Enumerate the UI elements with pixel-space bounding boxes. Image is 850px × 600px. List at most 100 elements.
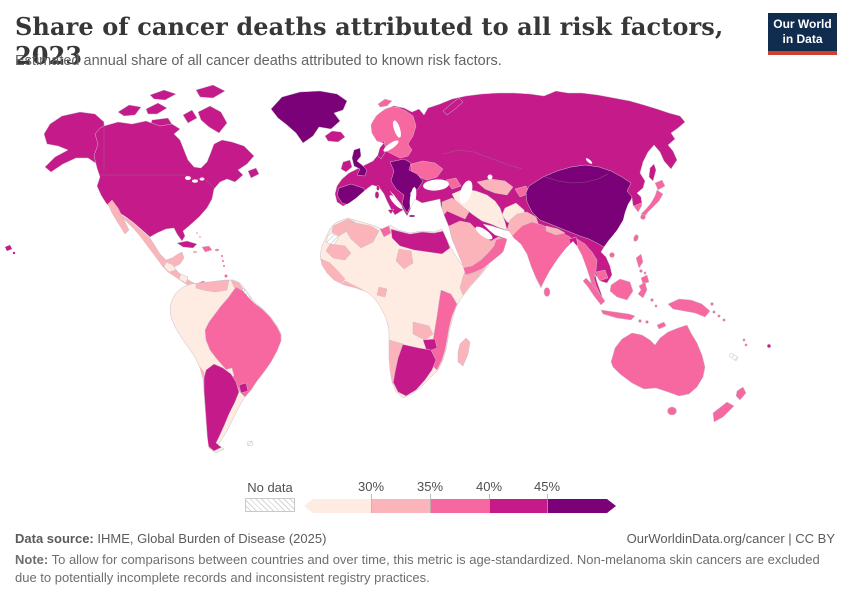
sea-caspian bbox=[459, 180, 473, 204]
sea-gulf-of-bothnia bbox=[393, 120, 401, 138]
region-zimbabwe[interactable] bbox=[422, 338, 438, 353]
lake-michigan-huron bbox=[192, 179, 198, 183]
sea-black-sea bbox=[423, 179, 449, 191]
region-guatemala[interactable] bbox=[163, 261, 177, 273]
region-algeria[interactable] bbox=[344, 221, 380, 249]
region-western-sahara-no-data[interactable] bbox=[325, 232, 340, 247]
region-kenya-tanzania-mozambique[interactable] bbox=[429, 289, 458, 371]
region-united-kingdom[interactable] bbox=[351, 147, 368, 177]
region-new-caledonia-no-data bbox=[728, 352, 739, 362]
region-japan[interactable] bbox=[640, 179, 666, 220]
lake-superior bbox=[185, 176, 191, 180]
legend-tick-35 bbox=[430, 494, 431, 513]
footer-note: Note: To allow for comparisons between c… bbox=[15, 552, 820, 585]
region-indonesia[interactable] bbox=[582, 277, 667, 330]
region-hispaniola[interactable] bbox=[201, 245, 213, 253]
legend-bin-under-30[interactable] bbox=[313, 499, 372, 513]
region-ireland[interactable] bbox=[340, 159, 353, 173]
region-baja-california[interactable] bbox=[107, 199, 130, 235]
region-jamaica[interactable] bbox=[192, 250, 198, 254]
legend-tick-label-30: 30% bbox=[357, 479, 385, 494]
region-new-zealand[interactable] bbox=[712, 386, 747, 423]
region-scandinavia-baltics[interactable] bbox=[367, 106, 417, 159]
legend-tick-label-35: 35% bbox=[416, 479, 444, 494]
lake-baikal bbox=[585, 158, 593, 164]
world-choropleth-map[interactable] bbox=[0, 82, 850, 478]
legend-bin-35-40[interactable] bbox=[430, 499, 490, 513]
owid-logo-box: Our World in Data bbox=[768, 13, 837, 51]
region-corsica[interactable] bbox=[376, 185, 380, 191]
region-argentina[interactable] bbox=[203, 363, 240, 452]
owid-logo-line2: in Data bbox=[782, 32, 823, 46]
region-cambodia[interactable] bbox=[595, 269, 609, 282]
region-philippines[interactable] bbox=[635, 253, 650, 285]
legend-no-data-label: No data bbox=[247, 480, 293, 495]
legend-bin-over-45[interactable] bbox=[548, 499, 607, 513]
region-crete[interactable] bbox=[408, 214, 416, 218]
region-nepal[interactable] bbox=[545, 225, 566, 236]
sea-persian-gulf bbox=[475, 226, 493, 240]
region-taiwan[interactable] bbox=[633, 234, 640, 242]
region-iceland[interactable] bbox=[324, 130, 346, 143]
region-caucasus[interactable] bbox=[445, 177, 462, 190]
legend-tick-45 bbox=[547, 494, 548, 513]
sea-baltic bbox=[383, 140, 399, 152]
region-lesser-antilles[interactable] bbox=[196, 232, 228, 278]
region-puerto-rico[interactable] bbox=[214, 248, 220, 252]
region-zambia[interactable] bbox=[412, 321, 434, 341]
data-source-text: Data source: IHME, Global Burden of Dise… bbox=[15, 531, 327, 546]
region-tunisia[interactable] bbox=[379, 225, 392, 238]
region-libya-egypt[interactable] bbox=[390, 228, 451, 255]
region-tasmania[interactable] bbox=[667, 406, 677, 416]
region-hawaii[interactable] bbox=[5, 245, 16, 255]
region-turkmenistan-uzbekistan[interactable] bbox=[476, 178, 514, 196]
region-hainan[interactable] bbox=[609, 252, 615, 258]
data-source-label: Data source: bbox=[15, 531, 94, 546]
legend-color-bar bbox=[304, 499, 616, 513]
region-pacific-islands[interactable] bbox=[710, 302, 772, 362]
region-cameroon[interactable] bbox=[376, 286, 388, 298]
region-venezuela[interactable] bbox=[195, 280, 230, 293]
region-fiji bbox=[766, 343, 772, 349]
legend-tick-label-45: 45% bbox=[533, 479, 561, 494]
region-uruguay[interactable] bbox=[238, 382, 249, 394]
legend-bin-30-35[interactable] bbox=[371, 499, 431, 513]
region-falkland-islands-no-data[interactable] bbox=[246, 440, 254, 447]
region-chad[interactable] bbox=[395, 248, 414, 270]
region-sardinia[interactable] bbox=[374, 191, 380, 199]
legend-right-arrow[interactable] bbox=[606, 499, 616, 513]
region-alaska[interactable] bbox=[43, 111, 105, 173]
region-mauritania[interactable] bbox=[325, 243, 352, 261]
page-title: Share of cancer deaths attributed to all… bbox=[15, 12, 724, 70]
owid-logo-underline bbox=[768, 51, 837, 55]
region-newfoundland[interactable] bbox=[247, 167, 260, 179]
border-us-canada bbox=[100, 174, 215, 189]
legend-tick-30 bbox=[371, 494, 372, 513]
region-cuba[interactable] bbox=[176, 240, 198, 249]
region-australia[interactable] bbox=[610, 324, 706, 397]
region-sakhalin[interactable] bbox=[648, 163, 657, 182]
owid-logo-line1: Our World bbox=[773, 17, 832, 31]
region-canadian-arctic-islands[interactable] bbox=[117, 84, 228, 134]
region-sicily[interactable] bbox=[387, 208, 395, 215]
region-madagascar[interactable] bbox=[457, 337, 471, 367]
legend-bin-40-45[interactable] bbox=[489, 499, 549, 513]
footer-link-text[interactable]: OurWorldinData.org/cancer | CC BY bbox=[626, 531, 835, 546]
legend-no-data-swatch[interactable] bbox=[245, 498, 295, 512]
owid-logo[interactable]: Our World in Data bbox=[768, 13, 837, 55]
sea-aral bbox=[487, 174, 493, 180]
footer-source-row: Data source: IHME, Global Burden of Dise… bbox=[15, 531, 835, 546]
legend-tick-label-40: 40% bbox=[475, 479, 503, 494]
region-nicaragua[interactable] bbox=[178, 273, 189, 284]
region-svalbard[interactable] bbox=[377, 98, 393, 108]
border-russia-kazakhstan bbox=[442, 149, 523, 170]
legend-left-arrow[interactable] bbox=[304, 499, 313, 513]
region-novaya-zemlya[interactable] bbox=[442, 97, 464, 116]
region-sri-lanka[interactable] bbox=[543, 287, 551, 297]
region-greenland[interactable] bbox=[270, 90, 348, 144]
footer-note-label: Note: bbox=[15, 552, 49, 567]
region-brazil[interactable] bbox=[204, 286, 281, 398]
region-new-guinea[interactable] bbox=[667, 298, 711, 318]
page-subtitle: Estimated annual share of all cancer dea… bbox=[15, 53, 502, 69]
